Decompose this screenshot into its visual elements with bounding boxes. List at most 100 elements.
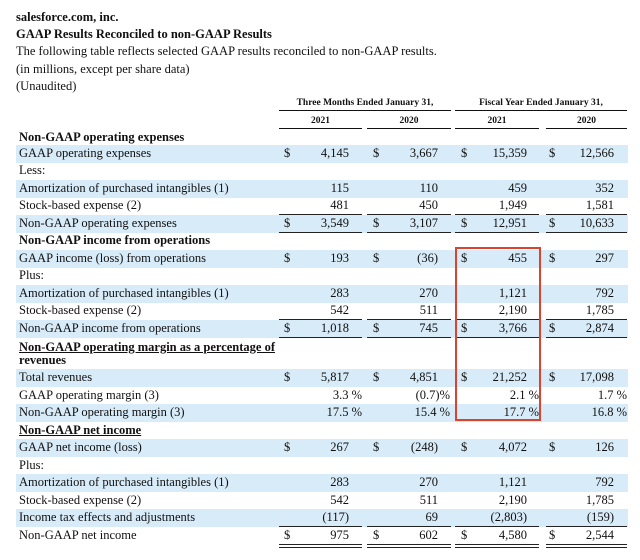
table-row: Total revenues $5,817 $4,851 $21,252 $17,098 <box>0 369 640 387</box>
row-label: Stock-based expense (2) <box>19 303 142 317</box>
column-group-fiscal-year: Fiscal Year Ended January 31, <box>479 98 603 108</box>
row-label: GAAP operating expenses <box>19 146 152 160</box>
currency-symbol: $ <box>284 146 291 160</box>
cell-value: 4,580 <box>498 528 527 542</box>
underline <box>367 231 451 234</box>
currency-symbol: $ <box>373 216 380 230</box>
currency-symbol: $ <box>373 440 380 454</box>
underline <box>367 336 451 339</box>
cell-value: 2,190 <box>498 303 527 317</box>
underline <box>546 546 627 548</box>
currency-symbol: $ <box>284 440 291 454</box>
underline <box>546 318 627 321</box>
cell-value: 511 <box>419 303 438 317</box>
row-label: Plus: <box>19 268 45 282</box>
currency-symbol: $ <box>461 216 468 230</box>
divider <box>279 110 451 112</box>
cell-value: 12,951 <box>492 216 527 230</box>
currency-symbol: $ <box>284 321 291 335</box>
cell-value: 297 <box>595 251 614 265</box>
currency-symbol: $ <box>373 528 380 542</box>
underline <box>455 213 539 216</box>
table-row: Plus: <box>0 457 640 475</box>
table-row: Plus: <box>0 267 640 285</box>
currency-symbol: $ <box>461 528 468 542</box>
underline <box>455 546 539 548</box>
cell-value: 1,018 <box>320 321 349 335</box>
cell-value: 1,785 <box>585 303 614 317</box>
table-row: Amortization of purchased intangibles (1… <box>0 474 640 492</box>
cell-value: 17.5 % <box>326 405 362 419</box>
table-row: Stock-based expense (2) 542 511 2,190 1,785 <box>0 302 640 321</box>
row-label: Non-GAAP net income <box>19 423 142 437</box>
cell-value: 3,549 <box>320 216 349 230</box>
currency-symbol: $ <box>373 370 380 384</box>
cell-value: 1,121 <box>498 286 527 300</box>
row-label: Non-GAAP income from operations <box>19 233 211 247</box>
cell-value: 4,072 <box>498 440 527 454</box>
units-note: (in millions, except per share data) <box>16 62 190 76</box>
currency-symbol: $ <box>373 251 380 265</box>
underline <box>279 213 362 216</box>
cell-value: 16.8 % <box>591 405 627 419</box>
row-label: Less: <box>19 163 46 177</box>
column-group-three-months: Three Months Ended January 31, <box>296 98 434 108</box>
cell-value: 115 <box>330 181 349 195</box>
underline <box>455 543 539 546</box>
cell-value: 602 <box>419 528 438 542</box>
column-year-header: 2020 <box>577 116 596 126</box>
cell-value: (159) <box>586 510 614 524</box>
table-row: Amortization of purchased intangibles (1… <box>0 285 640 303</box>
currency-symbol: $ <box>549 251 556 265</box>
section-header: Non-GAAP operating margin as a percentag… <box>0 339 640 357</box>
cell-value: 270 <box>419 286 438 300</box>
currency-symbol: $ <box>461 370 468 384</box>
cell-value: 511 <box>419 493 438 507</box>
table-row: Stock-based expense (2) 542 511 2,190 1,785 <box>0 492 640 510</box>
cell-value: 3,667 <box>409 146 438 160</box>
cell-value: 270 <box>419 475 438 489</box>
cell-value: 542 <box>330 493 349 507</box>
row-label: Non-GAAP operating margin as a percentag… <box>19 340 275 354</box>
row-label: Non-GAAP income from operations <box>19 321 201 335</box>
cell-value: 352 <box>595 181 614 195</box>
cell-value: 792 <box>595 286 614 300</box>
cell-value: 1,581 <box>585 198 614 212</box>
column-year-header: 2021 <box>311 116 330 126</box>
cell-value: 1,785 <box>585 493 614 507</box>
cell-value: 283 <box>330 286 349 300</box>
cell-value: 193 <box>330 251 349 265</box>
cell-value: 12,566 <box>579 146 614 160</box>
underline <box>279 543 362 546</box>
audit-note: (Unaudited) <box>16 79 77 93</box>
currency-symbol: $ <box>373 146 380 160</box>
underline <box>546 231 627 234</box>
cell-value: 481 <box>330 198 349 212</box>
report-title: GAAP Results Reconciled to non-GAAP Resu… <box>16 27 272 41</box>
cell-value: 267 <box>330 440 349 454</box>
cell-value: (0.7)% <box>415 388 450 402</box>
row-label: revenues <box>19 353 66 367</box>
underline <box>546 336 627 339</box>
underline <box>367 318 451 321</box>
cell-value: 459 <box>508 181 527 195</box>
underline <box>546 543 627 546</box>
row-label: Amortization of purchased intangibles (1… <box>19 286 229 300</box>
cell-value: 2,544 <box>585 528 614 542</box>
row-label: Amortization of purchased intangibles (1… <box>19 181 229 195</box>
row-label: Amortization of purchased intangibles (1… <box>19 475 229 489</box>
currency-symbol: $ <box>284 216 291 230</box>
cell-value: (248) <box>410 440 438 454</box>
currency-symbol: $ <box>549 528 556 542</box>
underline <box>367 546 451 548</box>
row-label: Total revenues <box>19 370 93 384</box>
cell-value: 975 <box>330 528 349 542</box>
cell-value: 3,107 <box>409 216 438 230</box>
divider <box>367 128 451 130</box>
cell-value: 69 <box>425 510 439 524</box>
divider <box>455 128 539 130</box>
table-row: Income tax effects and adjustments (117) 6… <box>0 509 640 528</box>
underline <box>546 213 627 216</box>
row-label: GAAP operating margin (3) <box>19 388 159 402</box>
cell-value: 17.7 % <box>503 405 539 419</box>
